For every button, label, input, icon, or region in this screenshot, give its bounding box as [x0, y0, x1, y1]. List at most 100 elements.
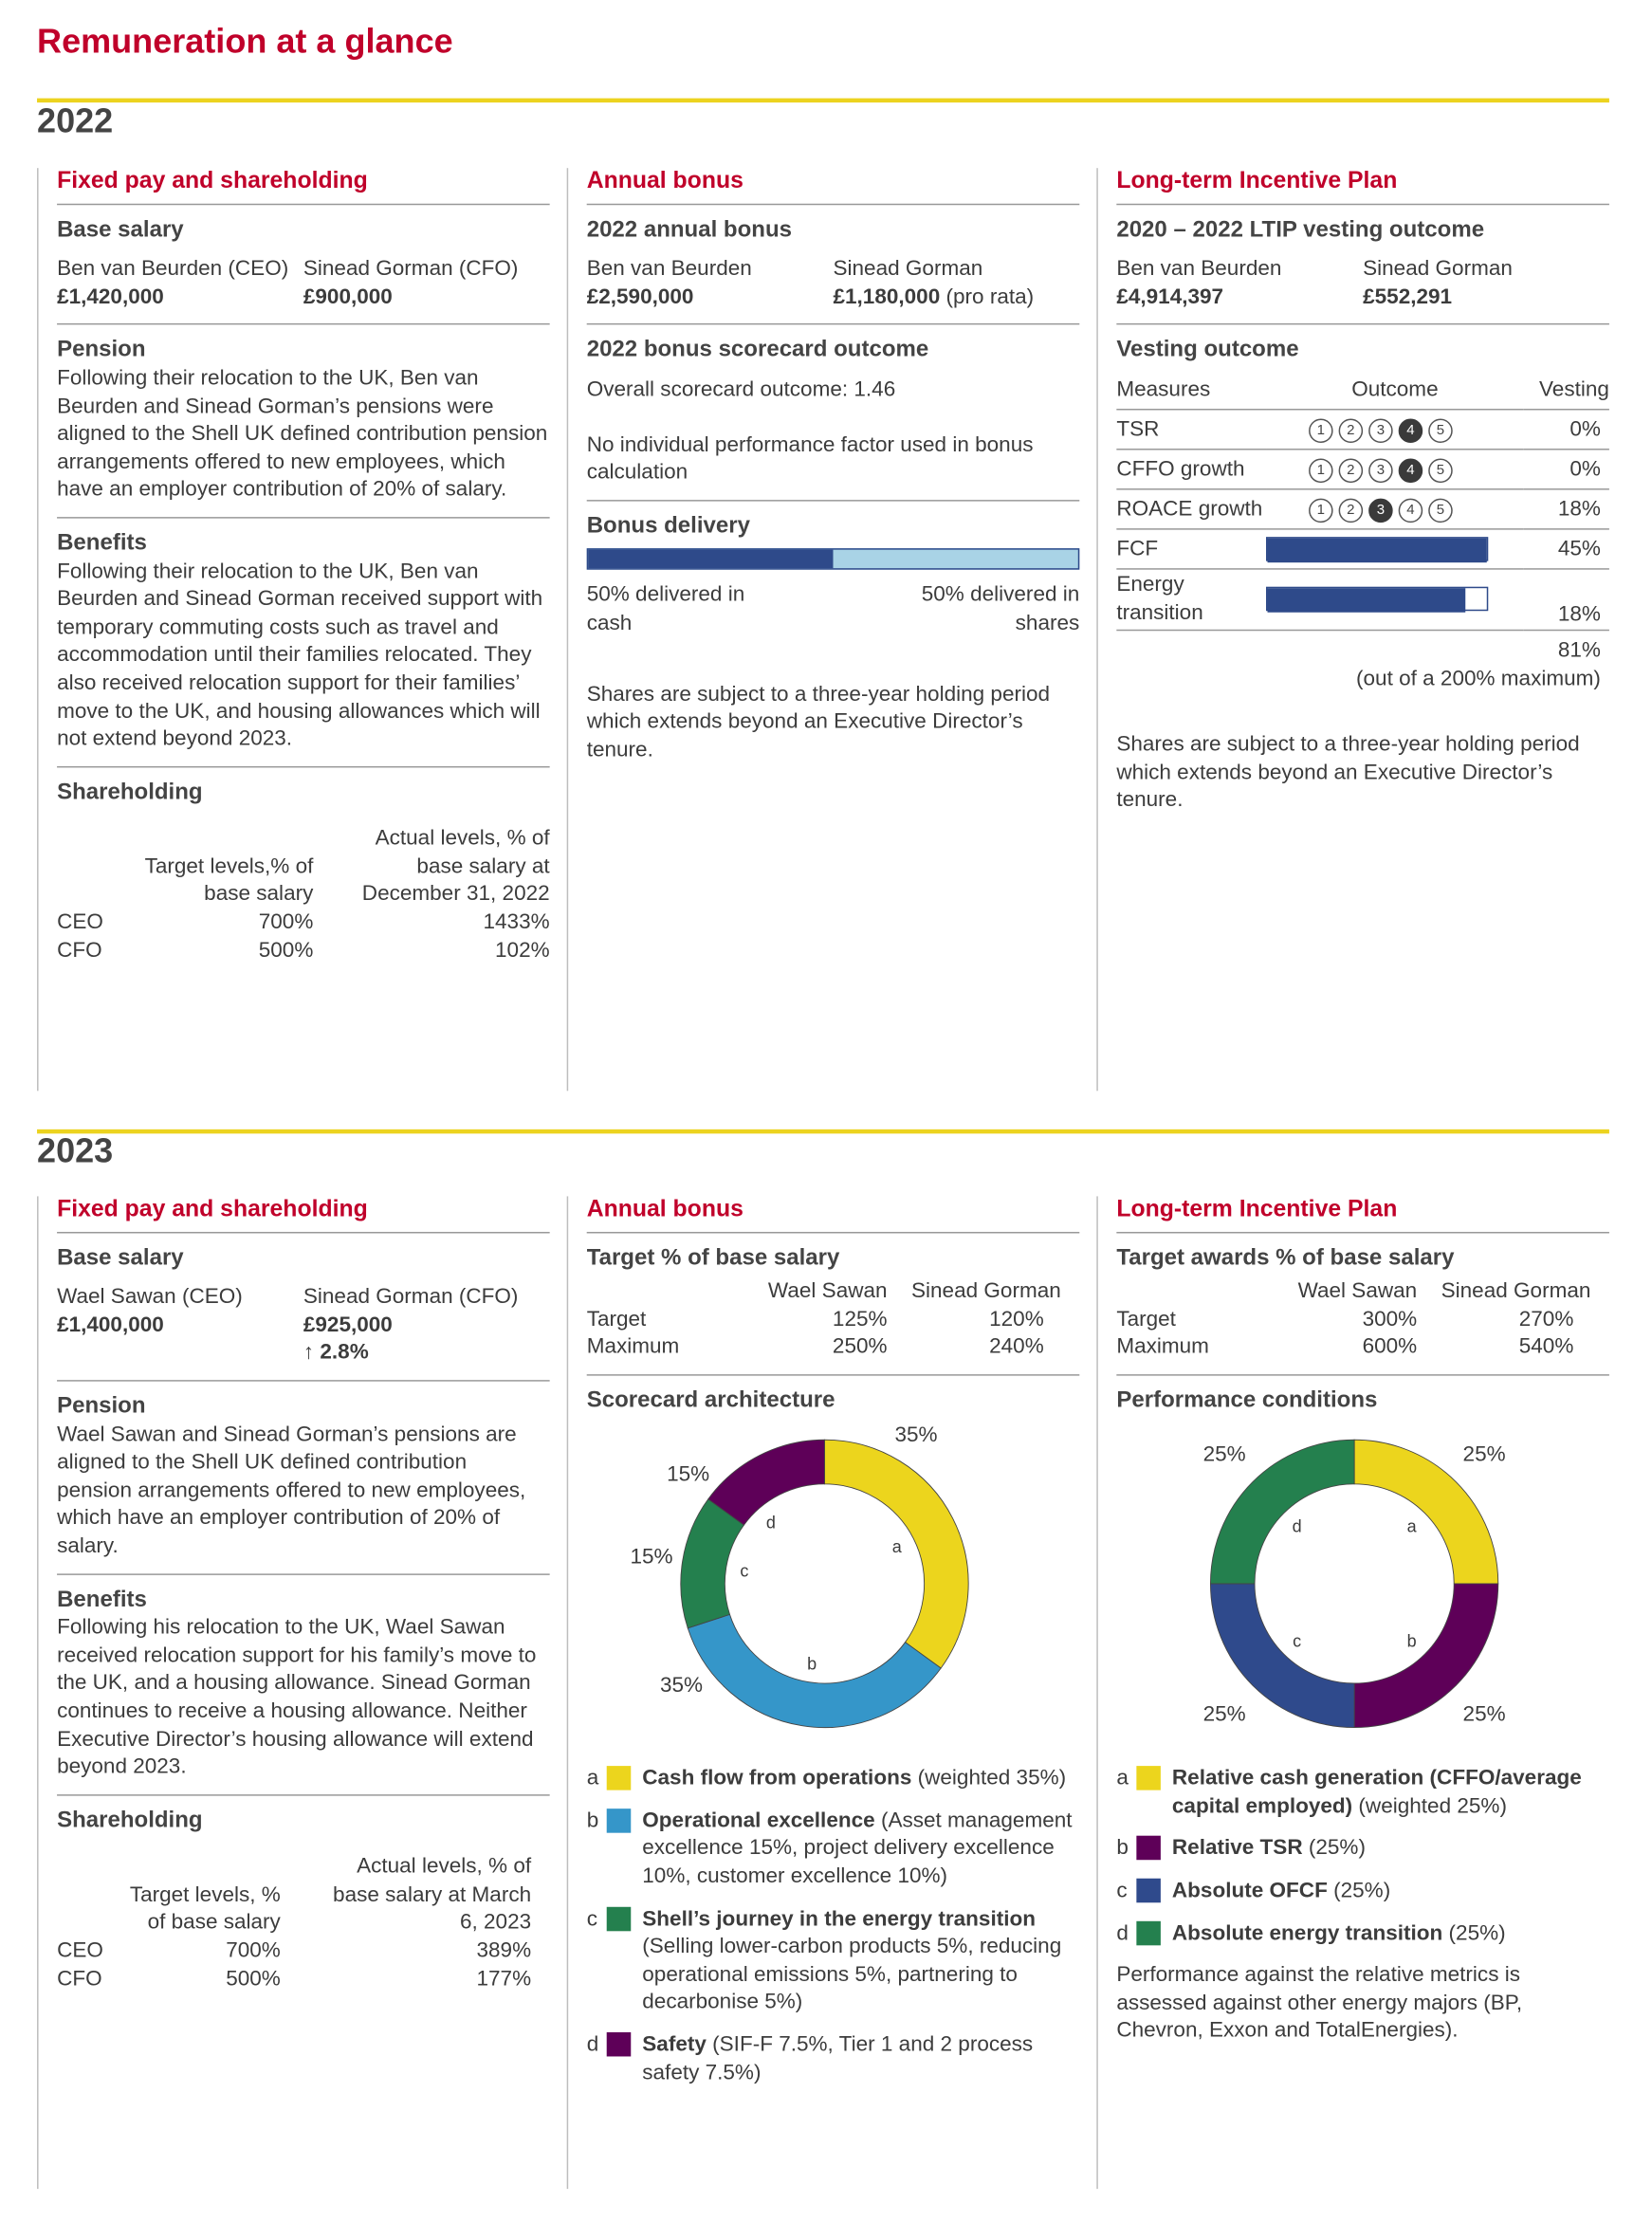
- row-label: Maximum: [1116, 1334, 1209, 1360]
- cfo-salary: £900,000: [303, 285, 393, 309]
- role: CFO: [57, 1966, 102, 1991]
- legend-detail: (SIF-F 7.5%, Tier 1 and 2 process safety…: [642, 2031, 1034, 2084]
- pension-heading: Pension: [57, 1394, 146, 1419]
- vesting: 0%: [1523, 449, 1609, 490]
- vesting-bar-fill: [1267, 588, 1465, 614]
- measure: ROACE growth: [1116, 488, 1267, 530]
- legend-swatch: [606, 2031, 632, 2057]
- legend-title: Absolute energy transition: [1171, 1920, 1443, 1945]
- row-label: Target: [586, 1307, 647, 1331]
- legend-item: b Relative TSR (25%): [1116, 1835, 1609, 1863]
- legend-item: a Relative cash generation (CFFO/average …: [1116, 1765, 1609, 1821]
- delivery-heading: Bonus delivery: [586, 513, 750, 539]
- legend-key: b: [586, 1808, 599, 1833]
- legend-detail: (weighted 35%): [917, 1766, 1067, 1790]
- donut-segment-d: [707, 1439, 825, 1526]
- rank-circle-1: 1: [1309, 459, 1333, 484]
- ceo-value: 250%: [832, 1334, 888, 1360]
- holding-text: Shares are subject to a three-year holdi…: [586, 681, 1051, 762]
- donut-label: 35%: [894, 1422, 937, 1445]
- actual: 177%: [476, 1966, 532, 1991]
- table-row: CFO 500% 177%: [57, 1965, 531, 1992]
- col-actual: Actual levels, % of base salary at Decem…: [361, 826, 550, 907]
- chart-heading: Scorecard architecture: [586, 1388, 835, 1413]
- legend-title: Cash flow from operations: [642, 1766, 912, 1790]
- delivery-bar: [586, 548, 1080, 571]
- cfo-name: Sinead Gorman (CFO): [303, 256, 519, 282]
- shareholding-heading: Shareholding: [57, 780, 203, 804]
- vesting: 18%: [1523, 488, 1609, 530]
- role: CEO: [57, 1937, 103, 1963]
- target: 700%: [226, 1937, 281, 1963]
- ceo-salary: £1,400,000: [57, 1313, 164, 1337]
- factor-text: No individual performance factor used in…: [586, 431, 1034, 485]
- donut-key: c: [1293, 1631, 1301, 1650]
- chart-heading: Performance conditions: [1116, 1388, 1378, 1413]
- table-row: CEO 700% 1433%: [57, 909, 550, 936]
- donut-key: a: [1407, 1516, 1418, 1535]
- target-heading: Target awards % of base salary: [1116, 1245, 1455, 1270]
- donut-segment-a: [824, 1439, 969, 1669]
- vesting-total-note: (out of a 200% maximum): [1356, 666, 1601, 690]
- legend-swatch: [606, 1766, 632, 1790]
- arrow-up-icon: ↑: [303, 1340, 315, 1366]
- legend-detail: (Asset management excellence 15%, projec…: [642, 1808, 1073, 1889]
- fixed-pay-2023: Fixed pay and shareholding Base salary W…: [37, 1196, 550, 2190]
- col-ceo: Wael Sawan: [767, 1278, 888, 1304]
- donut-chart: 35% a 35% b 15% c 15% d: [631, 1422, 969, 1728]
- legend-swatch: [1136, 1836, 1161, 1861]
- legend-item: a Cash flow from operations (weighted 35%…: [587, 1765, 1080, 1792]
- ltip-2023: Long-term Incentive Plan Target awards %…: [1096, 1196, 1609, 2190]
- base-salary-heading: Base salary: [57, 217, 184, 242]
- col-actual: Actual levels, % of base salary at March…: [333, 1854, 532, 1936]
- legend-swatch: [1136, 1766, 1161, 1790]
- vesting: 0%: [1523, 409, 1609, 450]
- ceo-salary: £1,420,000: [57, 285, 164, 309]
- role: CFO: [57, 938, 102, 963]
- donut-key: d: [766, 1513, 776, 1532]
- donut-label: 25%: [1463, 1701, 1506, 1725]
- vesting-row: ROACE growth 1 2 3 4 5 18%: [1116, 488, 1609, 530]
- vesting: 18%: [1523, 568, 1609, 632]
- cfo-salary: £925,000: [303, 1313, 393, 1337]
- legend-key: b: [1116, 1836, 1129, 1861]
- measure: TSR: [1116, 409, 1267, 450]
- section-header: Annual bonus: [586, 1196, 1080, 1233]
- cfo-name: Sinead Gorman: [1363, 256, 1513, 282]
- legend-swatch: [1136, 1920, 1161, 1945]
- divider: [37, 1129, 1609, 1134]
- shares-label: 50% delivered in shares: [921, 582, 1080, 635]
- row-label: Maximum: [586, 1334, 680, 1360]
- rank-circle-1: 1: [1309, 419, 1333, 444]
- rank-circle-3: 3: [1368, 499, 1393, 523]
- legend-key: c: [586, 1906, 597, 1931]
- ceo-value: 300%: [1362, 1307, 1418, 1331]
- outcome: [1266, 528, 1524, 570]
- ceo-bonus: £2,590,000: [586, 285, 694, 309]
- outcome: [1266, 568, 1524, 632]
- shareholding-table: Target levels, % of base salary Actual le…: [57, 1853, 531, 1992]
- legend-item: d Absolute energy transition (25%): [1116, 1919, 1609, 1947]
- annual-bonus-2023: Annual bonus Target % of base salary Wae…: [566, 1196, 1080, 2190]
- donut-label: 15%: [667, 1461, 709, 1485]
- cfo-value: 240%: [989, 1334, 1044, 1360]
- vesting-row: FCF 45%: [1116, 528, 1609, 570]
- legend-key: d: [1116, 1920, 1129, 1945]
- donut-label: 25%: [1203, 1701, 1246, 1725]
- rank-circle-4: 4: [1398, 419, 1423, 444]
- ceo-name: Wael Sawan (CEO): [57, 1284, 243, 1310]
- rank-circle-3: 3: [1368, 459, 1393, 484]
- col-outcome: Outcome: [1266, 370, 1524, 411]
- bonus-heading: 2022 annual bonus: [586, 217, 793, 242]
- base-salary-heading: Base salary: [57, 1245, 184, 1270]
- vesting-bar-fill: [1267, 538, 1487, 563]
- rank-circle-5: 5: [1428, 419, 1453, 444]
- legend-item: d Safety (SIF-F 7.5%, Tier 1 and 2 proces…: [587, 2030, 1080, 2086]
- donut-key: b: [807, 1654, 817, 1673]
- legend-key: d: [586, 2031, 599, 2057]
- donut-label: 25%: [1203, 1441, 1246, 1465]
- table-row: Target 125% 120%: [587, 1306, 1061, 1333]
- legend-title: Safety: [642, 2031, 707, 2057]
